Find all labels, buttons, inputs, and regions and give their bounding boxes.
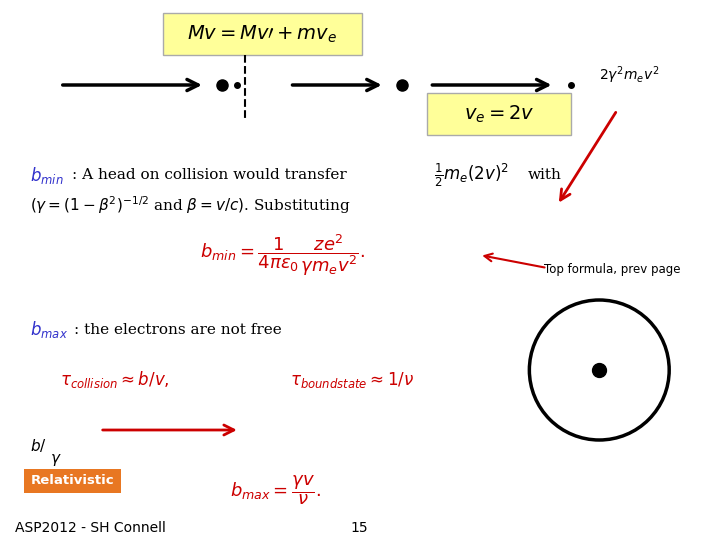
Text: with: with: [527, 168, 561, 182]
Text: : the electrons are not free: : the electrons are not free: [74, 323, 282, 337]
Text: $b_{min} = \dfrac{1}{4\pi\epsilon_0}\dfrac{ze^2}{\gamma m_e v^2}.$: $b_{min} = \dfrac{1}{4\pi\epsilon_0}\dfr…: [199, 232, 365, 278]
Text: $b_{min}$: $b_{min}$: [30, 165, 63, 186]
Text: $v_e = 2v$: $v_e = 2v$: [464, 103, 535, 125]
Text: Relativistic: Relativistic: [30, 475, 114, 488]
Text: $2\gamma^2 m_e v^2$: $2\gamma^2 m_e v^2$: [599, 64, 660, 86]
Text: $b_{max} = \dfrac{\gamma v}{\nu}.$: $b_{max} = \dfrac{\gamma v}{\nu}.$: [230, 473, 320, 507]
FancyBboxPatch shape: [428, 93, 571, 135]
Text: $\gamma$: $\gamma$: [50, 452, 62, 468]
Text: ASP2012 - SH Connell: ASP2012 - SH Connell: [15, 521, 166, 535]
Text: $b/$: $b/$: [30, 436, 47, 454]
Text: $Mv = Mv\prime+mv_e$: $Mv = Mv\prime+mv_e$: [187, 23, 337, 45]
Text: : A head on collision would transfer: : A head on collision would transfer: [72, 168, 346, 182]
FancyBboxPatch shape: [24, 469, 121, 493]
Text: $\frac{1}{2}m_e(2v)^2$: $\frac{1}{2}m_e(2v)^2$: [434, 161, 510, 188]
Text: $(\gamma = (1 - \beta^2)^{-1/2}$ and $\beta = v/c)$. Substituting: $(\gamma = (1 - \beta^2)^{-1/2}$ and $\b…: [30, 194, 351, 216]
Text: $\tau_{collision} \approx b/v,$: $\tau_{collision} \approx b/v,$: [60, 369, 170, 390]
FancyBboxPatch shape: [163, 13, 361, 55]
Text: 15: 15: [351, 521, 369, 535]
Text: Top formula, prev page: Top formula, prev page: [544, 264, 681, 276]
Text: $b_{max}$: $b_{max}$: [30, 320, 68, 341]
Text: $\tau_{boundstate} \approx 1/\nu$: $\tau_{boundstate} \approx 1/\nu$: [289, 370, 414, 390]
